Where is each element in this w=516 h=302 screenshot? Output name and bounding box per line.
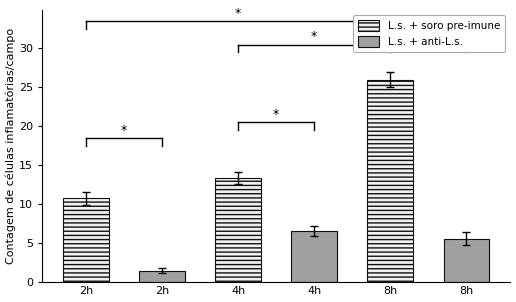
Text: *: *	[273, 108, 279, 121]
Y-axis label: Contagem de células inflamatórias/campo: Contagem de células inflamatórias/campo	[6, 27, 16, 264]
Text: *: *	[235, 7, 241, 20]
Text: *: *	[311, 31, 317, 43]
Bar	[215, 178, 261, 281]
Bar	[367, 79, 413, 281]
Bar	[63, 198, 109, 281]
Bar	[292, 231, 337, 281]
Legend: L.s. + soro pre-imune, L.s. + anti-L.s.: L.s. + soro pre-imune, L.s. + anti-L.s.	[353, 15, 505, 52]
Text: *: *	[425, 31, 431, 43]
Bar	[139, 271, 185, 281]
Text: *: *	[121, 124, 127, 137]
Bar	[444, 239, 489, 281]
